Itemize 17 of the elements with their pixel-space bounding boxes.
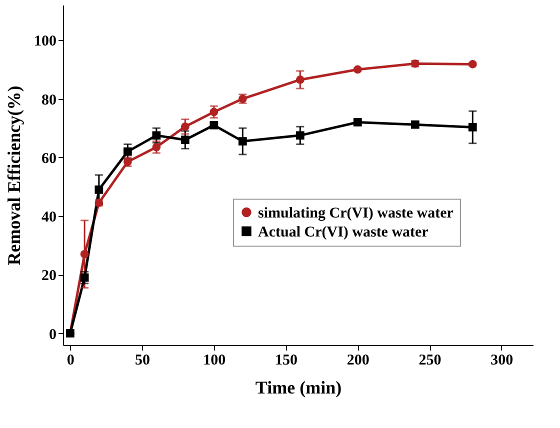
- y-tick-label: 0: [49, 326, 56, 343]
- x-tick-label: 100: [203, 352, 226, 368]
- x-tick-label: 200: [346, 352, 370, 368]
- y-tick-label: 80: [42, 92, 56, 108]
- x-tick-label: 50: [135, 352, 150, 368]
- y-tick-label: 100: [34, 34, 56, 50]
- y-tick-label: 20: [42, 268, 56, 284]
- y-tick-label: 40: [42, 210, 56, 226]
- y-axis-title: Removal Efficiency(%): [4, 86, 24, 266]
- legend-label: Actual Cr(VI) waste water: [258, 224, 429, 240]
- x-tick-label: 300: [490, 352, 514, 368]
- x-axis-title: Time (min): [255, 378, 342, 398]
- y-tick-label: 60: [42, 150, 56, 167]
- x-tick-label: 250: [418, 352, 442, 368]
- x-tick-label: 150: [275, 352, 298, 368]
- x-tick-label: 0: [66, 352, 74, 368]
- legend-label: simulating Cr(VI) waste water: [258, 205, 454, 222]
